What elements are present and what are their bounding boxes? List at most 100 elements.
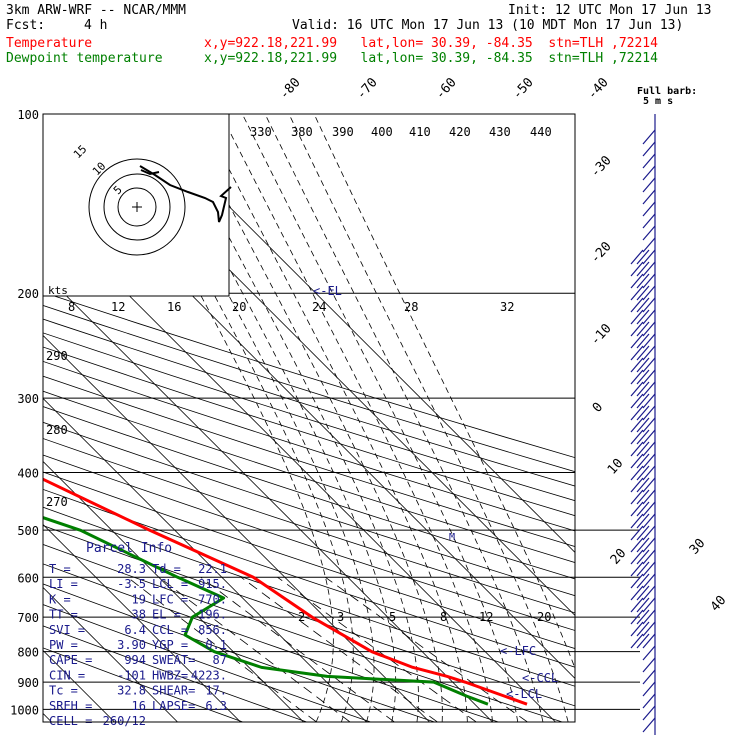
wind-barb (642, 177, 656, 193)
valid-time: Valid: 16 UTC Mon 17 Jun 13 (10 MDT Mon … (292, 18, 684, 33)
moist-adiabat (264, 114, 544, 722)
wind-barb (630, 525, 656, 541)
isotherm-label: -30 (588, 153, 615, 180)
parcel-field-label: TT = (49, 608, 78, 622)
isotherm-label: -60 (433, 75, 460, 102)
isotherm-label: 40 (708, 593, 730, 615)
dewpoint-legend-info: x,y=922.18,221.99 lat,lon= 30.39, -84.35… (204, 51, 658, 66)
dry-adiabat (43, 346, 575, 517)
wind-barb (642, 705, 656, 721)
temperature-legend-info: x,y=922.18,221.99 lat,lon= 30.39, -84.35… (204, 36, 658, 51)
isotherm-line (43, 271, 493, 722)
pressure-label: 1000 (10, 703, 39, 717)
moist-label: 20 (232, 300, 246, 314)
parcel-field-label: HWBZ= (152, 668, 188, 682)
isotherm-label: 10 (605, 456, 627, 478)
mixing-ratio-label: 2 (298, 610, 305, 624)
isotherm-label: 0 (590, 400, 606, 416)
wind-barb (630, 609, 656, 625)
parcel-field-label: Tc = (49, 684, 78, 698)
wind-barb (630, 621, 656, 637)
pressure-label: 500 (17, 524, 39, 538)
wind-barb (642, 189, 656, 205)
moist-label: 12 (111, 300, 125, 314)
pressure-label: 200 (17, 287, 39, 301)
parcel-field-label: K = (49, 592, 71, 606)
parcel-field-label: CELL = (49, 714, 92, 728)
dry-adiabat (43, 583, 435, 722)
level-marker: <-LFC (500, 644, 536, 658)
mixing-ratio-label: 12 (479, 610, 493, 624)
parcel-field-value: 32.8 (117, 684, 146, 698)
wind-barb (630, 549, 656, 565)
pressure-label: 100 (17, 108, 39, 122)
pressure-label: 900 (17, 676, 39, 690)
moist-label: 32 (500, 300, 514, 314)
wind-barb (630, 501, 656, 517)
isotherm-label: -70 (354, 75, 381, 102)
wind-barb (630, 585, 656, 601)
level-marker: <-CCL (522, 671, 558, 685)
parcel-field-value: 87 (213, 653, 227, 667)
wind-barb (630, 357, 656, 373)
mixing-ratio-line (200, 576, 395, 722)
dry-adiabat (43, 438, 575, 614)
dry-adiabat (43, 406, 575, 580)
wind-barb (630, 321, 656, 337)
wind-barb (642, 153, 656, 169)
wind-barb (630, 369, 656, 385)
pressure-label: 600 (17, 571, 39, 585)
wind-barb (630, 561, 656, 577)
parcel-field-label: T = (49, 562, 71, 576)
plot-frame (42, 113, 576, 723)
parcel-field-label: SHEAR= (152, 684, 195, 698)
parcel-field-label: EL = (152, 608, 181, 622)
dry-adiabat-label: 290 (46, 349, 68, 363)
theta-label: 410 (409, 125, 431, 139)
isotherm-label: -20 (588, 239, 615, 266)
dry-adiabat (43, 604, 371, 722)
isotherm-line (43, 460, 304, 722)
parcel-field-value: 28.3 (117, 562, 146, 576)
wind-barb (642, 657, 656, 673)
parcel-field-value: 3.90 (117, 638, 146, 652)
parcel-field-label: SWEAT= (152, 653, 195, 667)
forecast-label: Fcst: (6, 18, 46, 33)
dry-adiabat (43, 488, 575, 668)
parcel-field-value: 260/12 (103, 714, 146, 728)
wind-barb (642, 717, 656, 733)
wind-barb (630, 297, 656, 313)
wind-barb (630, 261, 656, 277)
parcel-field-value: 4223. (191, 668, 227, 682)
moist-label: 8 (68, 300, 75, 314)
hodograph-units: kts (48, 284, 68, 297)
parcel-field-label: CIN = (49, 668, 85, 682)
dry-adiabat (43, 544, 563, 722)
moist-adiabat (288, 114, 569, 722)
wind-barb (630, 453, 656, 469)
wind-barb (642, 213, 656, 229)
hodograph-box (42, 113, 230, 297)
moist-adiabat (313, 114, 575, 670)
dry-adiabat-label: 280 (46, 423, 68, 437)
wind-barb (630, 537, 656, 553)
theta-label: 380 (291, 125, 313, 139)
forecast-value: 4 h (84, 18, 108, 33)
mixing-ratio-label: 8 (440, 610, 447, 624)
wind-barb (630, 597, 656, 613)
parcel-field-value: 196. (198, 608, 227, 622)
parcel-field-value: 856. (198, 623, 227, 637)
mixing-ratio-line (158, 576, 351, 722)
wind-barb (630, 345, 656, 361)
isotherm-label: -40 (585, 75, 612, 102)
isotherm-label: 20 (608, 546, 630, 568)
wind-barb (642, 669, 656, 685)
barb-legend-units: 5 m s (643, 96, 673, 107)
wind-barb (630, 477, 656, 493)
isotherm-label: -10 (588, 321, 615, 348)
dry-adiabat (43, 291, 575, 459)
wind-barb (630, 573, 656, 589)
parcel-field-value: 994 (124, 653, 146, 667)
mixing-ratio-label: 5 (389, 610, 396, 624)
mixing-ratio-label: 3 (337, 610, 344, 624)
